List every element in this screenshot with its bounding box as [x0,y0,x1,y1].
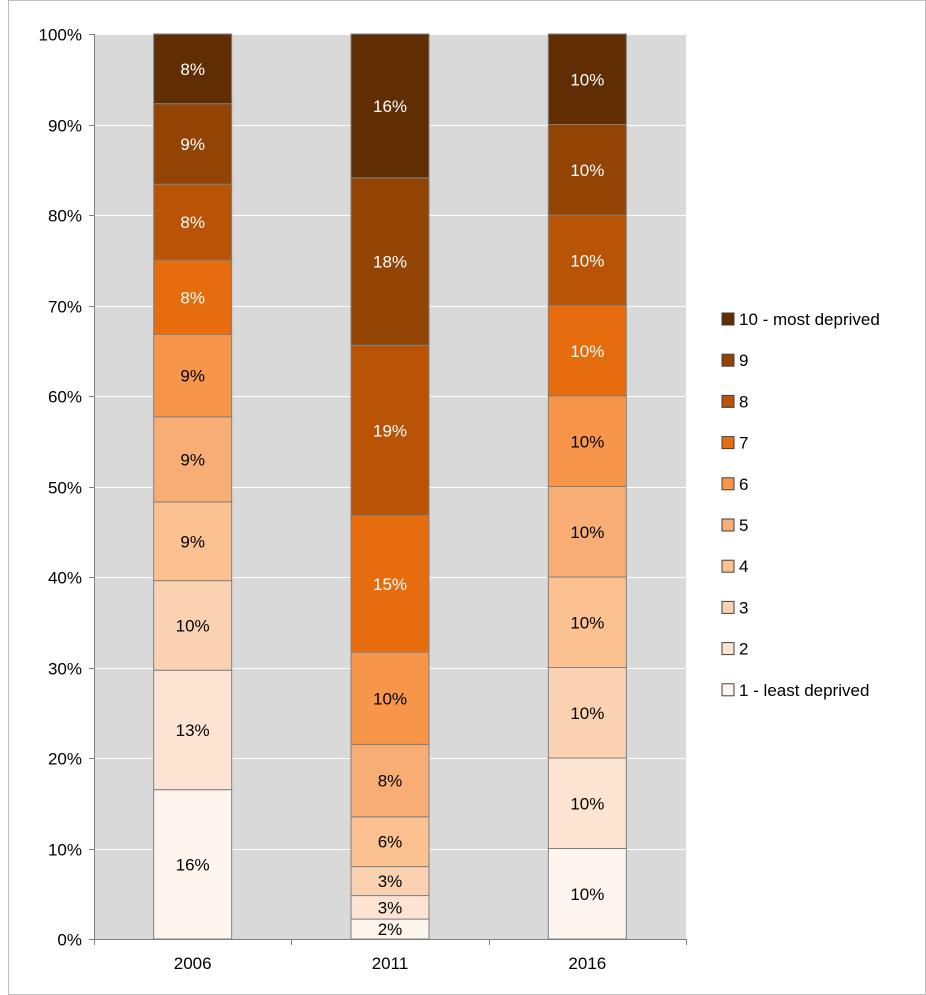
y-tick-label: 20% [48,750,82,769]
legend-label: 6 [739,475,748,494]
bar-segment [153,580,233,671]
bar-segment [547,124,627,216]
legend-label: 8 [739,392,748,411]
legend-label: 10 - most deprived [739,310,880,329]
bar-segment [153,669,233,791]
bar-segment [350,866,430,897]
data-label: 8% [378,772,403,791]
bar-segment [547,667,627,759]
data-label: 19% [373,421,407,440]
bar-segment [547,486,627,578]
legend-swatch [721,353,735,367]
x-tick-label: 2016 [568,954,606,973]
bar-segment [350,651,430,745]
bar-segment [547,848,627,940]
data-label: 9% [180,450,205,469]
bar-segment [153,789,233,940]
bar-segment [547,576,627,668]
legend-label: 5 [739,516,748,535]
bar-segment [153,501,233,582]
y-tick-label: 0% [57,931,82,950]
data-label: 10% [570,885,604,904]
y-tick-label: 100% [39,26,82,45]
bar-segment [153,183,233,261]
data-label: 9% [180,135,205,154]
legend-label: 1 - least deprived [739,681,869,700]
data-label: 10% [176,616,210,635]
legend-label: 2 [739,640,748,659]
bar-segment [350,743,430,818]
bar-segment [153,416,233,503]
data-labels: 16% 13% 10% 9% 9% 9% 8% 8% 9% 8% 2% 3% 3% 6% 8% 10% 15% 1… [176,60,605,939]
legend: 10 - most deprived 9 8 7 6 5 4 3 2 1 - least depr… [721,310,880,700]
y-tick-label: 80% [48,207,82,226]
y-tick-label: 10% [48,841,82,860]
legend-label: 7 [739,434,748,453]
bar-segment [153,33,233,105]
legend-swatch [721,518,735,532]
y-tick-label: 50% [48,479,82,498]
bar-segment [350,344,430,516]
data-label: 3% [378,898,403,917]
data-label: 18% [373,253,407,272]
data-label: 10% [570,523,604,542]
y-tick-label: 70% [48,298,82,317]
legend-swatch [721,559,735,573]
x-tick-label: 2011 [372,954,409,973]
data-label: 10% [570,432,604,451]
x-tick-label: 2006 [174,954,212,973]
legend-swatch [721,642,735,656]
bar-segment [547,33,627,125]
legend-swatch [721,600,735,614]
data-label: 10% [570,161,604,180]
bar-segment [350,514,430,653]
data-label: 16% [176,855,210,874]
bar-segment [547,395,627,487]
data-label: 9% [180,367,205,386]
data-label: 15% [373,575,407,594]
bar-segment [153,333,233,418]
legend-swatch [721,312,735,326]
data-label: 10% [570,794,604,813]
bars [153,33,627,940]
bar-segment [350,816,430,868]
data-label: 10% [570,342,604,361]
y-tick-label: 40% [48,569,82,588]
data-label: 8% [180,213,205,232]
data-label: 10% [570,613,604,632]
data-label: 3% [378,872,403,891]
legend-swatch [721,683,735,697]
data-label: 10% [570,70,604,89]
data-label: 9% [180,532,205,551]
y-tick-label: 60% [48,388,82,407]
bar-segment [547,214,627,306]
data-label: 16% [373,97,407,116]
data-label: 2% [378,920,403,939]
data-label: 8% [180,288,205,307]
legend-label: 4 [739,557,748,576]
legend-swatch [721,477,735,491]
bar-segment [153,259,233,335]
bar-segment [153,103,233,185]
y-tick-label: 30% [48,660,82,679]
legend-swatch [721,436,735,450]
axes: 0% 10% 20% 30% 40% 50% 60% 70% 80% 90% 100% 2006 201… [39,26,687,973]
data-label: 10% [570,704,604,723]
legend-label: 3 [739,598,748,617]
data-label: 13% [176,721,210,740]
data-label: 6% [378,833,403,852]
legend-label: 9 [739,351,748,370]
legend-swatch [721,394,735,408]
data-label: 8% [180,60,205,79]
data-label: 10% [570,251,604,270]
data-label: 10% [373,689,407,708]
y-tick-label: 90% [48,117,82,136]
bar-segment [547,757,627,849]
bar-segment [350,33,430,179]
